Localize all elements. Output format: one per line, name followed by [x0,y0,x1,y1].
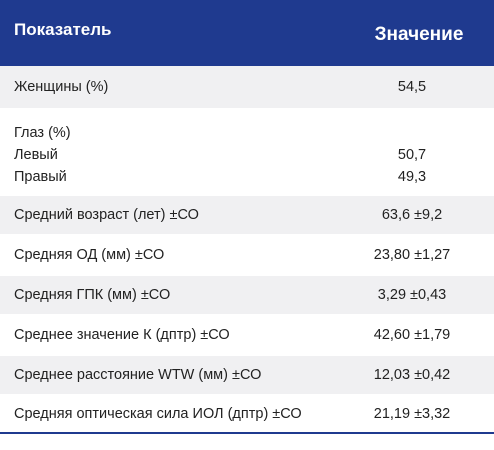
data-table: Показатель Значение Женщины (%) 54,5 Гла… [0,0,494,434]
row-label: Среднее расстояние WTW (мм) ±СО [14,367,262,383]
row-value: 12,03 ±0,42 [373,367,451,383]
row-value: 21,19 ±3,32 [373,406,451,422]
row-label-line: Левый [14,147,58,163]
row-value-line: 49,3 [397,169,427,185]
row-label: Женщины (%) [14,79,109,95]
row-label: Глаз (%) Левый Правый [0,110,330,188]
table-row: Глаз (%) Левый Правый 50,7 49,3 [0,110,494,196]
table-row: Среднее значение К (дптр) ±СО 42,60 ±1,7… [0,316,494,356]
row-label: Средняя оптическая сила ИОЛ (дптр) ±СО [14,406,302,422]
row-label: Среднее значение К (дптр) ±СО [14,327,230,343]
row-value: 3,29 ±0,43 [377,287,447,303]
row-label-line: Правый [14,169,67,185]
row-label: Средняя ОД (мм) ±СО [14,247,165,263]
table-row: Средняя ОД (мм) ±СО 23,80 ±1,27 [0,236,494,276]
row-value: 54,5 [397,79,427,95]
row-label: Средний возраст (лет) ±СО [14,207,199,223]
row-label: Средняя ГПК (мм) ±СО [14,287,171,303]
table-header: Показатель Значение [0,0,494,66]
row-value: 63,6 ±9,2 [381,207,443,223]
row-value: 50,7 49,3 [330,110,494,188]
row-value: 23,80 ±1,27 [373,247,451,263]
row-value: 42,60 ±1,79 [373,327,451,343]
row-value-line: 50,7 [397,147,427,163]
table-row: Женщины (%) 54,5 [0,66,494,110]
header-value: Значение [374,24,464,45]
header-indicator: Показатель [14,20,112,39]
row-label-line: Глаз (%) [14,125,71,141]
table-row: Средняя оптическая сила ИОЛ (дптр) ±СО 2… [0,396,494,434]
table-row: Среднее расстояние WTW (мм) ±СО 12,03 ±0… [0,356,494,396]
table-row: Средний возраст (лет) ±СО 63,6 ±9,2 [0,196,494,236]
table-row: Средняя ГПК (мм) ±СО 3,29 ±0,43 [0,276,494,316]
